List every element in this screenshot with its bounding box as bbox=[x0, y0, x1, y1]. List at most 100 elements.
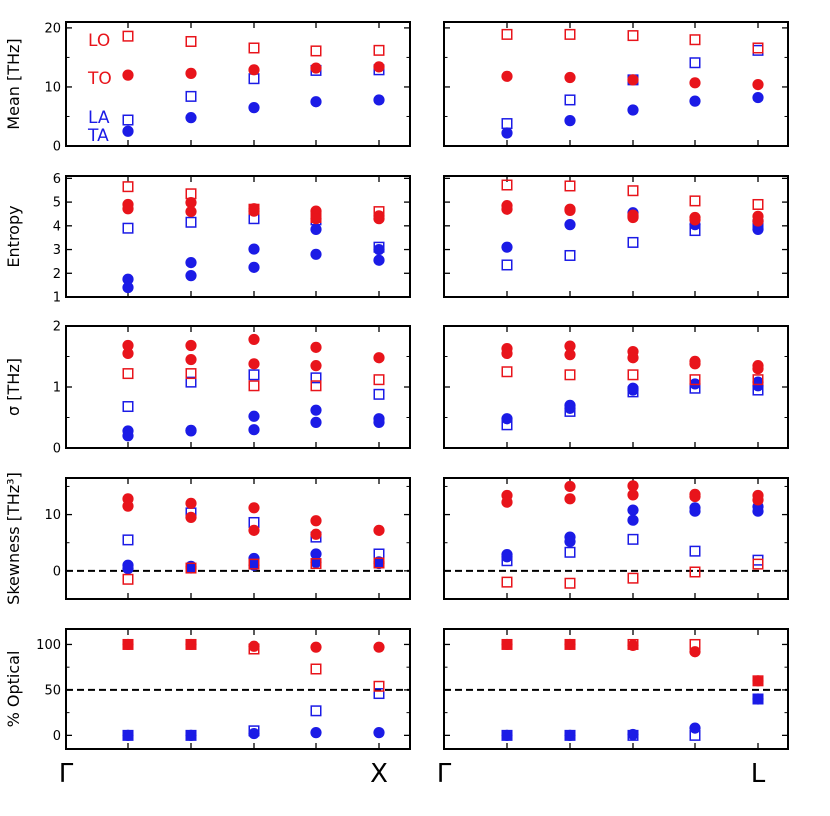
point-to bbox=[689, 77, 701, 89]
point-to bbox=[185, 339, 197, 352]
point-lo bbox=[373, 680, 385, 692]
point-to bbox=[122, 638, 134, 651]
point-lo bbox=[248, 558, 260, 570]
point-lo bbox=[752, 558, 764, 570]
panel-r4-c0: 0 50 100 bbox=[36, 628, 411, 750]
point-to bbox=[752, 675, 764, 687]
point-to bbox=[122, 347, 134, 360]
ylabel-row-3: Skewness [THz³] bbox=[4, 472, 23, 605]
point-to bbox=[122, 500, 134, 512]
point-to bbox=[310, 528, 322, 540]
point-ta bbox=[310, 548, 322, 560]
point-lo bbox=[185, 562, 197, 574]
point-ta bbox=[310, 416, 322, 428]
point-to bbox=[689, 646, 701, 658]
point-ta bbox=[373, 557, 385, 570]
point-la bbox=[627, 236, 639, 248]
point-ta bbox=[248, 102, 260, 114]
legend-to: TO bbox=[87, 69, 112, 89]
point-ta bbox=[373, 254, 385, 266]
label-gamma-1: Γ bbox=[437, 759, 452, 789]
point-to bbox=[689, 214, 701, 226]
legend-ta: TA bbox=[87, 126, 109, 146]
point-la bbox=[185, 376, 197, 388]
ylabel-row-2: σ [THz] bbox=[4, 358, 23, 416]
point-ta bbox=[122, 125, 134, 137]
point-ta bbox=[248, 559, 260, 571]
point-la bbox=[122, 114, 134, 126]
point-la bbox=[501, 259, 513, 271]
point-ta bbox=[627, 384, 639, 396]
point-lo bbox=[122, 573, 134, 585]
point-lo bbox=[501, 576, 513, 588]
point-to bbox=[627, 74, 639, 86]
point-to bbox=[627, 489, 639, 501]
point-to bbox=[310, 213, 322, 225]
point-to bbox=[501, 347, 513, 360]
point-ta bbox=[248, 410, 260, 422]
point-la bbox=[185, 216, 197, 228]
point-ta bbox=[373, 416, 385, 428]
point-to bbox=[248, 358, 260, 370]
point-la bbox=[373, 388, 385, 400]
point-ta bbox=[752, 693, 764, 705]
point-to bbox=[564, 340, 576, 352]
point-to bbox=[689, 490, 701, 503]
point-to bbox=[185, 67, 197, 79]
point-lo bbox=[310, 558, 322, 570]
point-to bbox=[248, 524, 260, 536]
point-to bbox=[248, 502, 260, 514]
legend-lo: LO bbox=[88, 31, 110, 51]
point-to bbox=[752, 78, 764, 91]
point-to bbox=[752, 215, 764, 227]
point-lo bbox=[501, 179, 513, 191]
point-to bbox=[310, 641, 322, 653]
point-to bbox=[310, 360, 322, 372]
panel-r1-c0: 1 2 3 4 5 6 bbox=[53, 172, 411, 306]
y-tick-label: 10 bbox=[44, 80, 61, 95]
point-lo bbox=[689, 374, 701, 386]
point-lo bbox=[501, 28, 513, 40]
point-to bbox=[185, 196, 197, 209]
point-lo bbox=[185, 368, 197, 380]
point-ta bbox=[627, 728, 639, 741]
point-lo bbox=[689, 34, 701, 46]
panel-frame bbox=[443, 21, 789, 147]
point-ta bbox=[122, 273, 134, 285]
point-la bbox=[122, 401, 134, 413]
point-lo bbox=[752, 42, 764, 54]
point-ta bbox=[627, 104, 639, 116]
point-ta bbox=[627, 514, 639, 526]
point-lo bbox=[752, 374, 764, 386]
point-ta bbox=[310, 404, 322, 416]
point-to bbox=[185, 511, 197, 523]
y-tick-label: 4 bbox=[53, 219, 61, 234]
point-to bbox=[627, 352, 639, 364]
point-ta bbox=[373, 727, 385, 739]
point-ta bbox=[122, 729, 134, 741]
panel-frame bbox=[443, 628, 789, 750]
point-to bbox=[310, 62, 322, 74]
point-ta bbox=[248, 243, 260, 255]
point-to bbox=[185, 205, 197, 218]
point-lo bbox=[185, 35, 197, 47]
point-to bbox=[501, 203, 513, 215]
ylabel-row-0: Mean [THz] bbox=[4, 38, 23, 129]
point-ta bbox=[185, 270, 197, 282]
point-lo bbox=[627, 369, 639, 381]
point-to bbox=[248, 640, 260, 652]
point-ta bbox=[185, 112, 197, 124]
point-lo bbox=[310, 663, 322, 675]
y-tick-label: 100 bbox=[36, 638, 61, 653]
point-ta bbox=[122, 430, 134, 442]
point-ta bbox=[564, 219, 576, 231]
point-ta bbox=[501, 551, 513, 563]
point-la bbox=[185, 90, 197, 102]
point-to bbox=[185, 497, 197, 509]
point-to bbox=[185, 638, 197, 651]
point-to bbox=[248, 205, 260, 217]
point-lo bbox=[373, 374, 385, 386]
point-to bbox=[564, 71, 576, 84]
point-la bbox=[501, 118, 513, 130]
